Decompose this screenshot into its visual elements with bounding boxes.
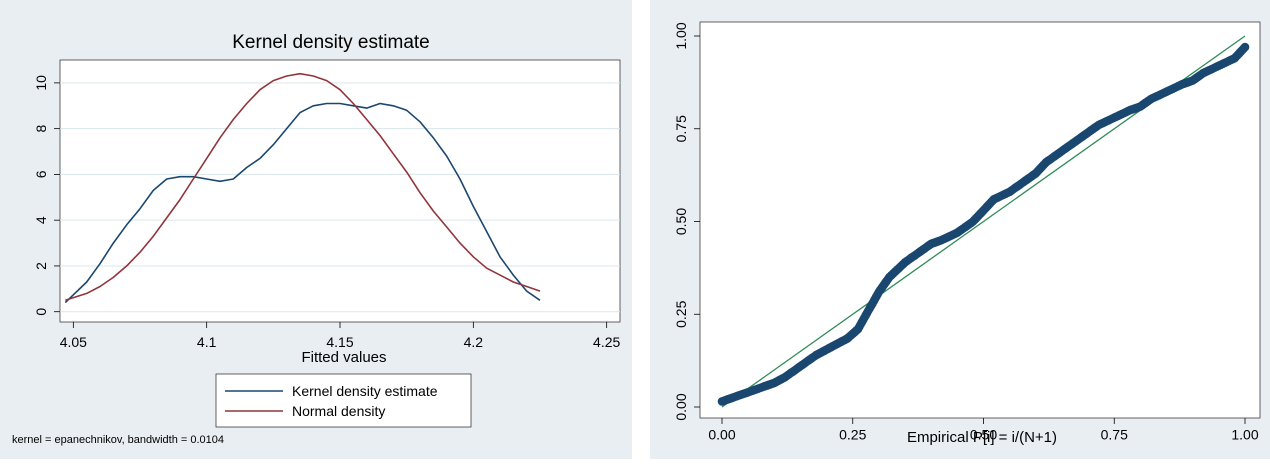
kde-normal-density-line <box>65 72 541 302</box>
kde-x-axis-label: Fitted values <box>301 349 386 366</box>
ppplot-y-tick-label: 0.50 <box>673 208 689 235</box>
kde-y-tick-label: 10 <box>33 75 49 91</box>
ppplot-y-tick-label: 0.00 <box>673 393 689 420</box>
ppplot-x-tick-label: 0.75 <box>1101 426 1128 442</box>
legend-label-kernel: Kernel density estimate <box>292 383 438 399</box>
ppplot-y-tick-label: 0.25 <box>673 300 689 327</box>
kde-legend-box <box>215 373 472 428</box>
kde-chart-panel: Kernel density estimate 0 2 4 6 8 10 4.05 4.1 4… <box>0 0 632 459</box>
ppplot-x-tick-label: 0.00 <box>708 426 735 442</box>
kde-y-tick-label: 4 <box>33 216 49 224</box>
kde-series-lines <box>64 72 541 304</box>
ppplot-point <box>1240 42 1250 52</box>
kde-y-tick-label: 2 <box>33 262 49 270</box>
kde-kernel-density-line <box>64 102 541 304</box>
kde-gridlines <box>60 82 620 313</box>
kde-x-tick-label: 4.25 <box>593 334 620 350</box>
ppplot-y-tick-label: 1.00 <box>673 22 689 49</box>
kde-y-tick-label: 8 <box>33 125 49 133</box>
legend-label-normal: Normal density <box>292 403 385 419</box>
ppplot-chart-panel: 0.00 0.25 0.50 0.75 1.00 0.00 0.25 0.50 0.75 1.0… <box>650 0 1270 459</box>
kde-y-tick-label: 6 <box>33 170 49 178</box>
kde-y-axis: 0 2 4 6 8 10 <box>33 75 60 316</box>
ppplot-y-axis: 0.00 0.25 0.50 0.75 1.00 <box>673 22 700 421</box>
kde-x-tick-label: 4.2 <box>464 334 484 350</box>
ppplot-x-tick-label: 0.25 <box>839 426 866 442</box>
ppplot-chart: 0.00 0.25 0.50 0.75 1.00 0.00 0.25 0.50 0.75 1.0… <box>650 0 1270 459</box>
kde-x-tick-label: 4.1 <box>197 334 217 350</box>
ppplot-points <box>717 42 1250 406</box>
kde-chart-title: Kernel density estimate <box>232 32 430 53</box>
ppplot-y-tick-label: 0.75 <box>673 115 689 142</box>
kde-x-tick-label: 4.05 <box>60 334 87 350</box>
kde-x-axis: 4.05 4.1 4.15 4.2 4.25 <box>60 322 621 350</box>
ppplot-x-axis: 0.00 0.25 0.50 0.75 1.00 <box>708 418 1259 442</box>
kde-legend: Kernel density estimate Normal density <box>215 373 472 428</box>
kde-plot-area <box>59 59 621 323</box>
ppplot-x-axis-label: Empirical P[i] = i/(N+1) <box>907 429 1057 446</box>
kde-bandwidth-note: kernel = epanechnikov, bandwidth = 0.010… <box>12 434 224 446</box>
ppplot-x-tick-label: 1.00 <box>1231 426 1258 442</box>
kde-y-tick-label: 0 <box>33 308 49 316</box>
ppplot-x-tick-label: 0.50 <box>970 426 997 442</box>
kde-x-tick-label: 4.15 <box>326 334 353 350</box>
